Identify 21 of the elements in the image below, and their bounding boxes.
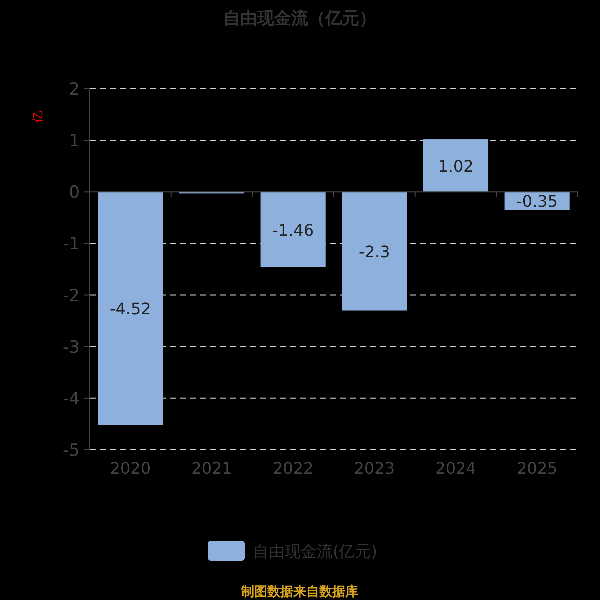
x-tick-label: 2024 (436, 459, 476, 478)
y-tick-label: -5 (63, 441, 80, 461)
text: 制图数据来自数据库 (240, 584, 358, 600)
y-tick-label: 2 (69, 80, 80, 100)
y-tick-label: 1 (69, 132, 80, 152)
y-tick-label: -4 (63, 389, 80, 410)
data-label: -0.35 (516, 192, 558, 212)
x-tick-label: 2025 (516, 459, 558, 478)
x-tick-label: 2021 (192, 459, 232, 478)
x-tick-label: 2022 (272, 459, 314, 478)
data-label: -2.3 (359, 242, 390, 262)
data-label: -4.52 (110, 300, 152, 319)
y-tick-label: 0 (69, 183, 80, 204)
y-tick-label: -3 (63, 338, 80, 358)
x-tick-label: 2020 (110, 459, 152, 478)
y-axis-title: 亿 (31, 111, 45, 124)
data-label: 1.02 (438, 156, 474, 176)
x-tick-label: 2023 (354, 459, 396, 478)
y-tick-label: -2 (63, 286, 80, 306)
data-label: -1.46 (272, 220, 314, 240)
y-tick-label: -1 (63, 234, 80, 255)
